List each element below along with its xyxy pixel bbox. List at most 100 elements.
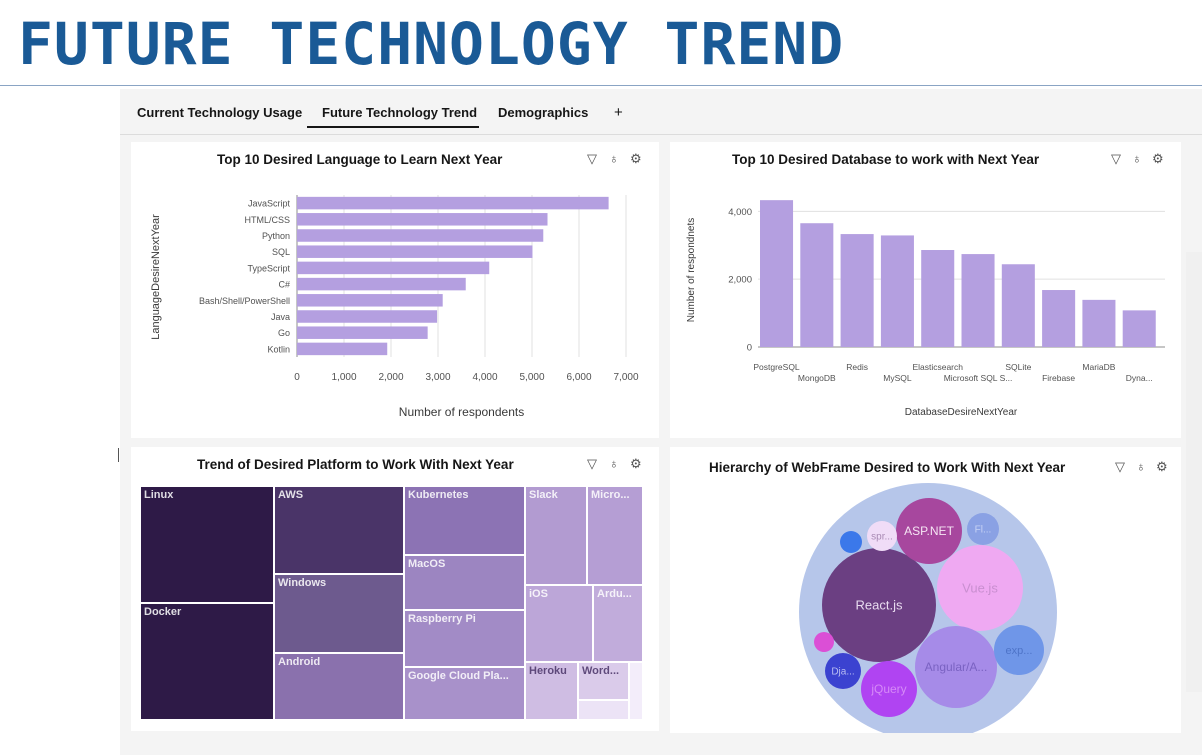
- treemap-cell[interactable]: Linux: [140, 486, 274, 603]
- page-title: FUTURE TECHNOLOGY TREND: [18, 10, 845, 78]
- bubble[interactable]: [867, 521, 897, 551]
- filter-icon[interactable]: ▽: [587, 151, 597, 166]
- database-bar[interactable]: [800, 223, 834, 347]
- treemap-cell[interactable]: Docker: [140, 603, 274, 720]
- database-bar[interactable]: [1122, 310, 1156, 347]
- treemap-cell[interactable]: Kubernetes: [404, 486, 525, 555]
- lightbulb-icon[interactable]: ♁: [1132, 151, 1142, 166]
- database-bar[interactable]: [1042, 290, 1076, 347]
- language-bar[interactable]: [297, 310, 438, 323]
- bubble-label: Fl...: [975, 525, 992, 536]
- language-y-axis-label: LanguageDesireNextYear: [150, 214, 162, 340]
- database-category-label: Dyna...: [1126, 373, 1153, 383]
- treemap-cell[interactable]: iOS: [525, 585, 593, 662]
- bubble-label: ASP.NET: [904, 524, 954, 538]
- database-category-label: MariaDB: [1082, 362, 1115, 372]
- language-bar[interactable]: [297, 213, 548, 226]
- database-y-axis-label: Number of respondnets: [686, 218, 697, 323]
- language-category-label: Java: [271, 312, 290, 322]
- lightbulb-icon[interactable]: ♁: [1136, 459, 1146, 474]
- treemap-cell[interactable]: AWS: [274, 486, 404, 574]
- filter-icon[interactable]: ▽: [1115, 459, 1125, 474]
- platform-treemap-panel: Trend of Desired Platform to Work With N…: [131, 447, 659, 731]
- treemap-cell[interactable]: Google Cloud Pla...: [404, 667, 525, 720]
- language-bar[interactable]: [297, 342, 388, 356]
- language-bar[interactable]: [297, 245, 533, 258]
- treemap-cell[interactable]: [629, 662, 643, 720]
- webframe-chart-title: Hierarchy of WebFrame Desired to Work Wi…: [709, 460, 1066, 475]
- language-category-label: Python: [262, 231, 290, 241]
- database-category-label: PostgreSQL: [753, 362, 800, 372]
- language-category-label: Kotlin: [267, 344, 290, 354]
- bubble[interactable]: [994, 625, 1044, 675]
- treemap-cell[interactable]: Ardu...: [593, 585, 643, 662]
- bubble[interactable]: [814, 632, 834, 652]
- treemap-label: Raspberry Pi: [408, 613, 476, 625]
- treemap-cell[interactable]: Raspberry Pi: [404, 610, 525, 667]
- bubble[interactable]: [967, 513, 999, 545]
- language-category-label: Go: [278, 328, 290, 338]
- treemap-label: iOS: [529, 588, 548, 600]
- bubble[interactable]: [825, 653, 861, 689]
- database-bar[interactable]: [880, 235, 914, 347]
- language-bar[interactable]: [297, 261, 490, 275]
- treemap-cell[interactable]: Heroku: [525, 662, 578, 720]
- database-bar[interactable]: [760, 200, 794, 347]
- bubble[interactable]: [937, 545, 1023, 631]
- database-y-tick: 0: [747, 343, 752, 354]
- treemap-label: Ardu...: [597, 588, 632, 600]
- database-y-tick: 2,000: [728, 275, 752, 286]
- bubble[interactable]: [840, 531, 862, 553]
- language-x-axis-label: Number of respondents: [399, 405, 524, 419]
- bubble-label: spr...: [871, 532, 893, 543]
- database-category-label: Redis: [846, 362, 868, 372]
- language-bar[interactable]: [297, 229, 544, 242]
- tab-current-technology-usage[interactable]: Current Technology Usage: [137, 105, 303, 120]
- filter-icon[interactable]: ▽: [1111, 151, 1121, 166]
- panel-resize-handle: [118, 448, 119, 462]
- database-bar[interactable]: [840, 234, 874, 347]
- bubble[interactable]: [896, 498, 962, 564]
- treemap-label: Android: [278, 656, 321, 668]
- database-bar[interactable]: [921, 250, 955, 347]
- language-chart-title: Top 10 Desired Language to Learn Next Ye…: [217, 152, 503, 167]
- treemap-cell[interactable]: Word...: [578, 662, 629, 700]
- tab-future-technology-trend[interactable]: Future Technology Trend: [322, 105, 478, 120]
- bubble[interactable]: [822, 548, 936, 662]
- lightbulb-icon[interactable]: ♁: [609, 151, 619, 166]
- active-tab-indicator: [307, 126, 479, 128]
- lightbulb-icon[interactable]: ♁: [609, 456, 619, 471]
- treemap-cell[interactable]: Windows: [274, 574, 404, 653]
- treemap-label: AWS: [278, 489, 304, 501]
- gear-icon[interactable]: ⚙: [1156, 459, 1168, 474]
- add-tab-button[interactable]: +: [614, 104, 623, 121]
- bubble-label: Angular/A...: [925, 660, 988, 674]
- language-bar[interactable]: [297, 294, 443, 307]
- language-bar[interactable]: [297, 326, 428, 339]
- treemap-cell[interactable]: Slack: [525, 486, 587, 585]
- treemap-label: Slack: [529, 489, 558, 501]
- gear-icon[interactable]: ⚙: [1152, 151, 1164, 166]
- gear-icon[interactable]: ⚙: [630, 456, 642, 471]
- database-bar[interactable]: [961, 254, 995, 347]
- bubble[interactable]: [861, 661, 917, 717]
- treemap-cell[interactable]: Micro...: [587, 486, 643, 585]
- treemap-cell[interactable]: Android: [274, 653, 404, 720]
- language-category-label: C#: [278, 280, 290, 290]
- language-bar[interactable]: [297, 196, 609, 210]
- bubble[interactable]: [915, 626, 997, 708]
- filter-icon[interactable]: ▽: [587, 456, 597, 471]
- treemap-cell[interactable]: [578, 700, 629, 720]
- database-category-label: Elasticsearch: [912, 362, 963, 372]
- database-category-label: MySQL: [883, 373, 912, 383]
- tab-demographics[interactable]: Demographics: [498, 105, 589, 120]
- language-bar[interactable]: [297, 277, 466, 291]
- gear-icon[interactable]: ⚙: [630, 151, 642, 166]
- database-category-label: SQLite: [1005, 362, 1031, 372]
- language-category-label: JavaScript: [248, 199, 291, 209]
- bubble-label: exp...: [1006, 645, 1033, 657]
- language-x-tick: 4,000: [472, 372, 497, 383]
- database-bar[interactable]: [1082, 299, 1116, 347]
- database-bar[interactable]: [1001, 264, 1035, 347]
- treemap-cell[interactable]: MacOS: [404, 555, 525, 610]
